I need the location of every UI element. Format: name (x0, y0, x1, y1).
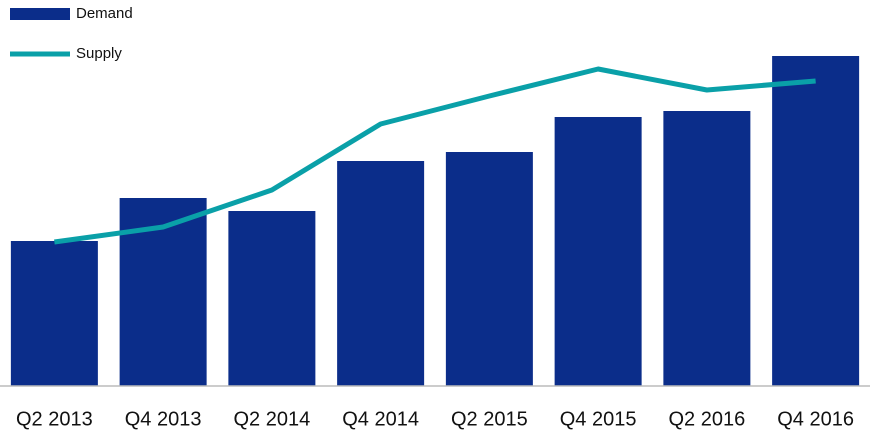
legend-swatch (10, 8, 70, 20)
bar (228, 211, 316, 386)
bar (772, 56, 860, 386)
x-tick-label: Q2 2015 (451, 408, 528, 430)
x-tick-label: Q4 2015 (560, 408, 637, 430)
bar (663, 111, 751, 386)
bar (554, 117, 642, 386)
x-tick-label: Q2 2013 (16, 408, 93, 430)
x-tick-label: Q4 2014 (342, 408, 419, 430)
x-tick-label: Q2 2016 (669, 408, 746, 430)
legend-label: Demand (76, 5, 133, 22)
x-tick-label: Q4 2013 (125, 408, 202, 430)
line (54, 66, 816, 245)
bar (445, 152, 533, 386)
legend-label: Supply (76, 45, 122, 62)
x-tick-label: Q2 2014 (234, 408, 311, 430)
bar (10, 241, 98, 386)
bar (337, 161, 425, 386)
x-tick-label: Q4 2016 (777, 408, 854, 430)
